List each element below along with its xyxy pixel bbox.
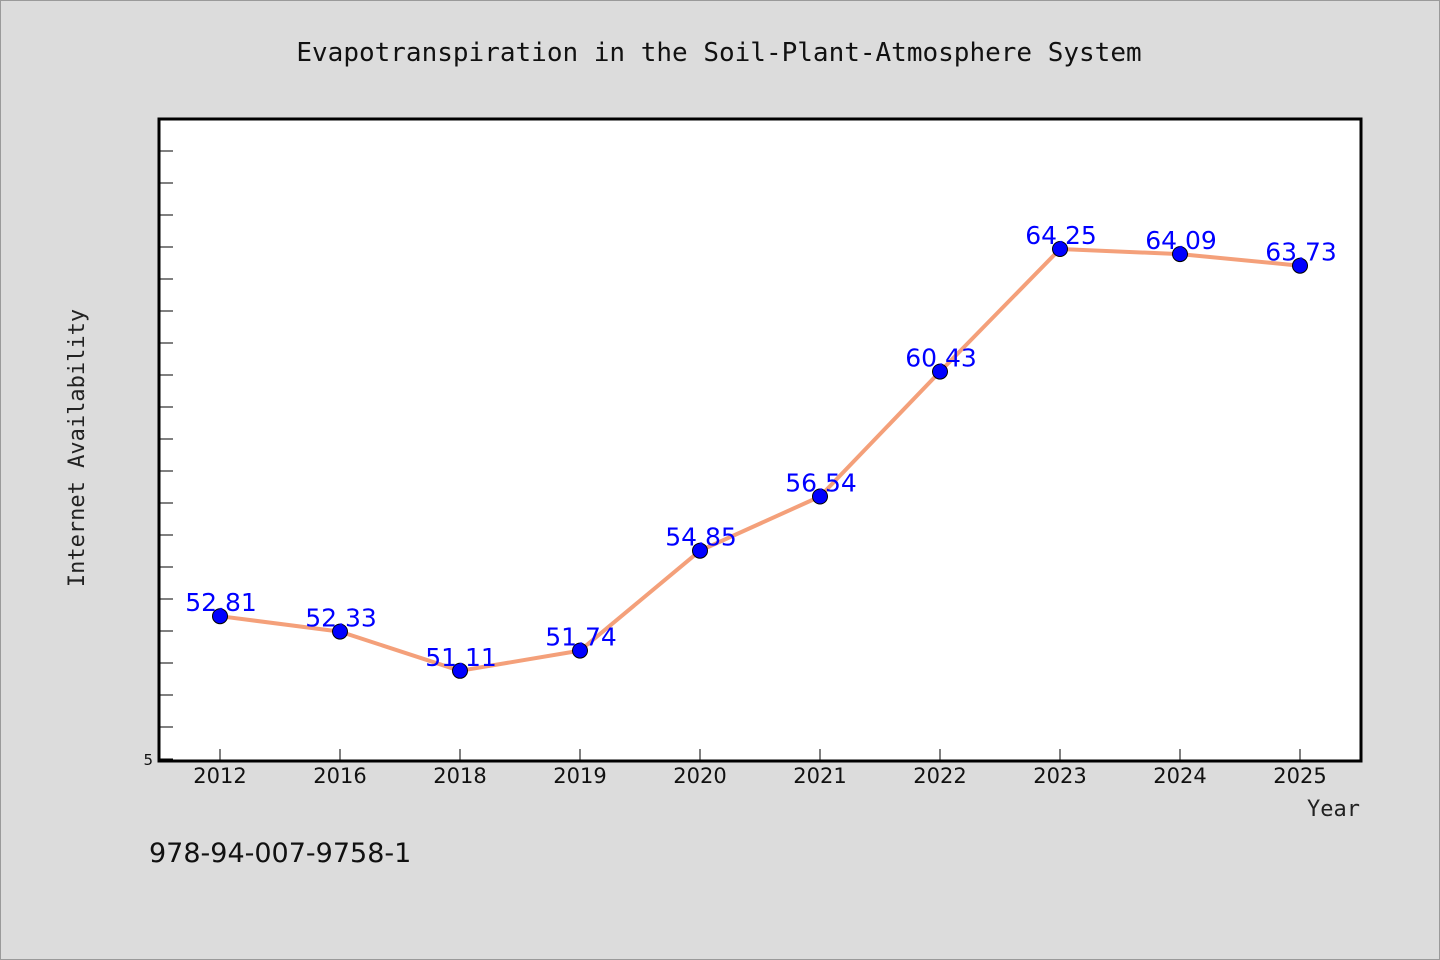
- x-tick-label: 2016: [313, 764, 366, 788]
- data-point: [932, 363, 948, 380]
- x-axis-label: Year: [1307, 797, 1360, 822]
- data-point: [572, 642, 588, 659]
- data-point: [1052, 241, 1068, 257]
- x-tick-label: 2012: [193, 764, 246, 788]
- plot-area: [157, 117, 1363, 763]
- x-tick-label: 2018: [433, 764, 486, 788]
- series-group: 52.81 52.33 51.11 51.74 54.85 56.54 60.43 64.25…: [185, 221, 1337, 679]
- data-label: 51.11: [425, 643, 497, 672]
- data-label: 51.74: [545, 623, 617, 652]
- x-tick-label: 2022: [913, 764, 966, 788]
- x-tick-label: 2023: [1033, 764, 1086, 788]
- data-point: [332, 623, 348, 640]
- data-label: 56.54: [785, 469, 857, 498]
- data-point: [692, 542, 708, 559]
- x-tick-label: 2025: [1273, 764, 1326, 788]
- x-tick-label: 2019: [553, 764, 606, 788]
- data-point: [812, 488, 828, 505]
- y-axis-ticks: [159, 150, 173, 760]
- chart-title: Evapotranspiration in the Soil-Plant-Atm…: [296, 38, 1141, 68]
- data-point: [212, 608, 228, 625]
- data-point: [1172, 246, 1188, 263]
- data-label: 52.33: [305, 604, 377, 633]
- x-tick-label: 2024: [1153, 764, 1206, 788]
- x-tick-label: 2020: [673, 764, 726, 788]
- series-line: [218, 247, 1302, 673]
- data-label: 52.81: [185, 588, 257, 617]
- data-point: [452, 662, 468, 679]
- isbn-footer: 978-94-007-9758-1: [149, 838, 411, 869]
- y-axis-label: Internet Availability: [65, 309, 90, 587]
- data-point: [1292, 257, 1308, 274]
- data-label: 63.73: [1265, 238, 1337, 267]
- data-label: 64.25: [1025, 221, 1097, 250]
- x-tick-label: 2021: [793, 764, 846, 788]
- x-axis-ticks: 2012 2016 2018 2019 2020 2021 2022 2023 2024 2025: [193, 749, 1327, 788]
- data-label: 64.09: [1145, 226, 1217, 255]
- y-tick-label: 5: [143, 751, 153, 769]
- data-label: 54.85: [665, 523, 737, 552]
- data-label: 60.43: [905, 344, 977, 373]
